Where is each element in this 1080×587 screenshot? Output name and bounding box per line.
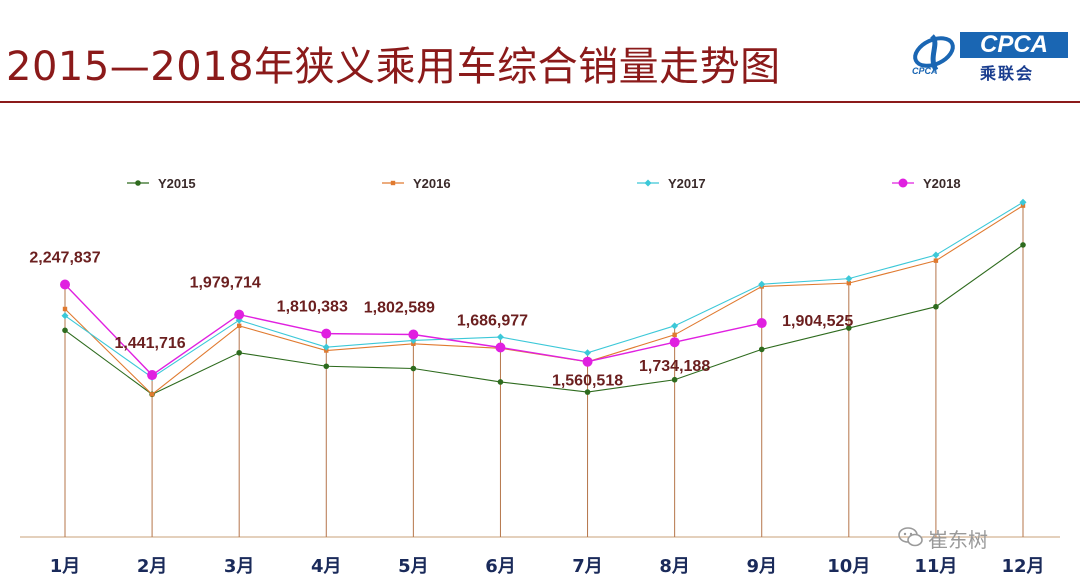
data-label: 1,802,589 [364,300,435,317]
cpca-logo-icon [913,34,955,72]
point-y2016 [236,323,242,329]
point-y2017 [932,251,940,259]
point-y2018 [147,370,158,381]
x-tick-label: 5月 [398,556,429,577]
point-y2016 [149,392,155,397]
x-tick-label: 9月 [746,556,777,577]
data-label: 1,810,383 [277,299,348,316]
x-tick-label: 10月 [827,556,870,577]
point-y2015 [671,376,678,383]
watermark-text: 崔东树 [928,528,988,552]
point-y2015 [236,349,242,356]
point-y2015 [1020,242,1026,248]
legend-marker [644,179,652,187]
x-tick-label: 6月 [485,556,516,577]
point-y2018 [234,309,245,320]
data-label: 1,441,716 [114,335,185,352]
point-y2018 [756,318,767,329]
data-label: 1,560,518 [552,373,623,390]
series-line-y2016 [64,205,1024,396]
data-label: 1,734,188 [639,358,710,375]
point-y2016 [846,280,852,286]
data-label: 1,686,977 [457,312,528,329]
point-y2015 [584,389,591,395]
legend-marker [135,180,141,186]
x-tick-label: 3月 [224,556,255,577]
x-tick-label: 8月 [659,556,690,577]
data-label: 1,979,714 [190,275,261,292]
x-tick-label: 4月 [311,556,342,577]
data-label: 1,904,525 [782,313,853,330]
chart-title: 2015—2018年狭义乘用车综合销量走势图 [6,44,781,90]
point-y2018 [669,337,680,348]
point-y2017 [1019,198,1027,206]
point-y2018 [408,329,419,340]
legend-marker [898,178,908,188]
data-label: 2,247,837 [29,249,100,266]
point-y2015 [62,327,68,334]
legend-label: Y2015 [158,176,196,191]
point-y2017 [758,280,766,288]
point-y2015 [758,346,765,353]
point-y2018 [495,342,506,353]
x-tick-label: 1月 [50,556,81,577]
point-y2015 [497,379,504,385]
legend-label: Y2017 [668,176,706,191]
point-y2017 [584,349,592,357]
legend-marker [390,180,396,186]
legend-label: Y2016 [413,176,451,191]
point-y2017 [322,343,330,351]
point-y2015 [323,363,330,370]
x-tick-label: 12月 [1001,556,1044,577]
point-y2015 [410,365,417,372]
point-y2016 [933,258,939,263]
logo-mark-text: CPCA [912,66,938,76]
point-y2017 [61,312,69,320]
point-y2016 [672,332,677,337]
x-tick-label: 7月 [572,556,603,577]
title-divider [0,101,1080,103]
point-y2018 [60,279,70,290]
point-y2016 [62,306,68,312]
wechat-icon [898,527,923,547]
legend-label: Y2018 [923,176,961,191]
point-y2017 [671,322,679,330]
logo-text: CPCA [960,32,1068,58]
x-tick-label: 11月 [914,556,957,577]
point-y2017 [845,275,853,283]
series-line-y2015 [64,244,1024,395]
point-y2015 [846,325,852,331]
point-y2018 [582,356,593,367]
point-y2018 [321,328,332,339]
point-y2015 [933,303,939,310]
point-y2017 [496,333,504,341]
series-line-y2017 [64,201,1024,379]
logo-subtitle: 乘联会 [980,64,1035,83]
x-tick-label: 2月 [137,556,168,577]
